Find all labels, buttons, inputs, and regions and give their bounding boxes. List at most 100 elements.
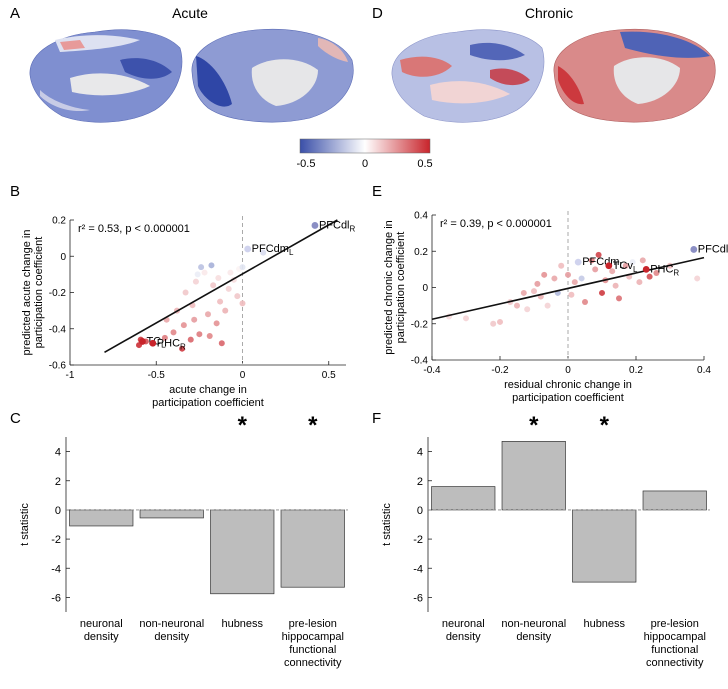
y-axis-title: predicted chronic change in — [383, 220, 395, 355]
scatter-point — [201, 269, 208, 276]
brain-chronic-lateral — [391, 29, 545, 123]
scatter-point — [180, 322, 187, 329]
scatter-point — [196, 331, 203, 338]
y-tick-label: -4 — [51, 563, 61, 575]
significance-marker: * — [529, 412, 539, 439]
point-label-name: PFCdl — [319, 219, 350, 231]
point-label: PFCdmL — [252, 243, 294, 257]
scatter-point — [215, 275, 222, 281]
y-tick-label: -2 — [51, 534, 61, 546]
scatter-point — [210, 282, 217, 289]
y-tick-label: -0.4 — [411, 356, 429, 367]
y-tick-label: 0 — [417, 505, 423, 517]
labeled-point — [311, 222, 319, 229]
scatter-point — [541, 271, 548, 278]
y-axis-title: t statistic — [381, 503, 393, 546]
scatter-point — [639, 257, 646, 264]
scatter-point — [497, 318, 503, 325]
scatter-point — [694, 275, 701, 282]
y-tick-label: -0.4 — [49, 324, 67, 335]
stat-annotation: r² = 0.53, p < 0.000001 — [78, 223, 190, 235]
category-label: functional — [651, 644, 698, 656]
scatter-point — [609, 268, 616, 275]
colorbar-gradient — [299, 138, 431, 154]
point-label-name: PHC — [650, 263, 673, 275]
panel-letter-c: C — [10, 410, 21, 427]
scatter-point — [192, 278, 199, 285]
category-label: functional — [289, 644, 336, 656]
scatter-point — [612, 282, 619, 289]
scatter-point — [260, 249, 267, 256]
point-label: PFCdlR — [319, 219, 356, 233]
panel-letter-a: A — [10, 5, 20, 22]
scatter-point — [592, 266, 599, 273]
panel-letter-d: D — [372, 5, 383, 22]
scatter-point — [578, 275, 585, 282]
x-tick-label: 0 — [240, 370, 246, 381]
labeled-point — [574, 258, 582, 266]
point-label-subscript: R — [673, 268, 679, 277]
point-label-name: PFCdl — [698, 243, 728, 255]
y-tick-label: -6 — [413, 592, 423, 604]
scatter-point — [622, 262, 629, 269]
category-label: neuronal — [442, 618, 485, 630]
y-tick-label: -2 — [413, 534, 423, 546]
labeled-point — [244, 245, 252, 253]
scatter-point — [544, 302, 551, 309]
y-axis-title: predicted acute change in — [21, 230, 33, 356]
category-label: pre-lesion — [651, 618, 699, 630]
category-label: density — [84, 631, 119, 643]
category-label: density — [516, 631, 551, 643]
labeled-point — [605, 262, 613, 270]
scatter-point — [222, 307, 229, 314]
point-label: PHCR — [157, 337, 186, 351]
point-label: TCvL — [613, 260, 638, 274]
scatter-point — [571, 279, 578, 286]
category-label: non-neuronal — [139, 618, 204, 630]
x-tick-label: -0.5 — [148, 370, 166, 381]
category-label: pre-lesion — [289, 618, 337, 630]
category-label: hippocampal — [644, 631, 706, 643]
significance-marker: * — [238, 412, 248, 439]
scatter-point — [227, 269, 234, 276]
x-axis-title: participation coefficient — [152, 397, 264, 409]
y-tick-label: -4 — [413, 563, 423, 575]
y-axis-title: t statistic — [19, 503, 31, 546]
regression-line — [431, 256, 705, 320]
x-axis-title: participation coefficient — [512, 392, 624, 404]
scatter-point — [629, 259, 636, 266]
scatter-point — [218, 340, 225, 347]
scatter-chart-chronic: -0.4-0.200.20.4-0.4-0.200.20.4PFCdlRPFCd… — [383, 211, 728, 405]
labeled-point — [149, 339, 157, 347]
panel-title-chronic: Chronic — [525, 5, 573, 21]
bar — [210, 509, 275, 595]
category-label: neuronal — [80, 618, 123, 630]
y-tick-label: -0.2 — [411, 319, 429, 330]
x-tick-label: 0.4 — [697, 365, 711, 376]
bar-chart-chronic: -6-4-2024neuronaldensity*non-neuronalden… — [381, 412, 710, 669]
y-tick-label: 0.4 — [414, 211, 428, 222]
point-label: PHCR — [650, 263, 679, 277]
brain-chronic-medial — [553, 29, 716, 123]
category-label: hippocampal — [282, 631, 344, 643]
regression-line — [104, 219, 338, 354]
x-axis-title: residual chronic change in — [504, 379, 632, 391]
scatter-point — [187, 336, 194, 343]
scatter-point — [534, 280, 541, 287]
bar — [280, 509, 345, 588]
x-tick-label: -1 — [66, 370, 75, 381]
labeled-point — [642, 265, 650, 273]
scatter-point — [239, 264, 246, 271]
category-label: non-neuronal — [501, 618, 566, 630]
colorbar-tick-max: 0.5 — [417, 158, 432, 170]
y-tick-label: 0.2 — [414, 247, 428, 258]
scatter-point — [514, 302, 520, 309]
point-label-subscript: L — [633, 265, 638, 274]
bar — [69, 509, 134, 527]
brain-acute-lateral — [29, 29, 183, 123]
scatter-point — [646, 273, 653, 280]
x-tick-label: 0 — [565, 365, 571, 376]
labeled-point — [690, 246, 698, 253]
scatter-point — [551, 275, 558, 282]
significance-marker: * — [600, 412, 610, 439]
